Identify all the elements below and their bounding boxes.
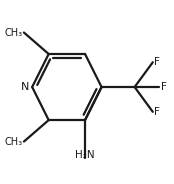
Text: F: F	[155, 57, 160, 67]
Text: CH₃: CH₃	[4, 137, 22, 147]
Text: H₂N: H₂N	[75, 150, 95, 160]
Text: F: F	[155, 107, 160, 117]
Text: F: F	[161, 82, 167, 92]
Text: CH₃: CH₃	[4, 28, 22, 38]
Text: N: N	[21, 82, 29, 92]
